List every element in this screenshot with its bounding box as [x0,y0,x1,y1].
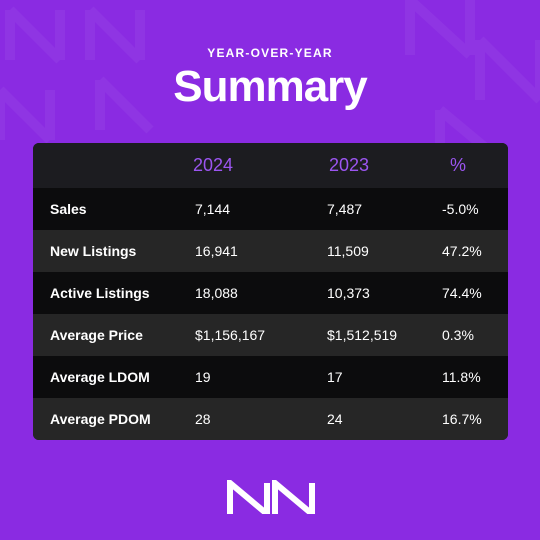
table-row-average-ldom: Average LDOM 19 17 11.8% [33,356,508,398]
row-label: Active Listings [50,285,150,301]
eyebrow-text: YEAR-OVER-YEAR [207,46,333,60]
table-header-row: 2024 2023 % [33,143,508,188]
cell-2023: 17 [327,369,343,385]
brand-logo-icon [227,480,315,514]
row-label: New Listings [50,243,137,259]
cell-2023: 11,509 [327,243,369,259]
row-label: Sales [50,201,87,217]
table-row-new-listings: New Listings 16,941 11,509 47.2% [33,230,508,272]
page-title: Summary [173,62,368,111]
cell-2024: $1,156,167 [195,327,266,343]
table-row-average-pdom: Average PDOM 28 24 16.7% [33,398,508,440]
row-label: Average LDOM [50,369,150,385]
cell-percent: 16.7% [442,411,482,427]
row-label: Average Price [50,327,143,343]
cell-percent: -5.0% [442,201,479,217]
cell-2024: 28 [195,411,211,427]
cell-2023: 24 [327,411,343,427]
table-row-average-price: Average Price $1,156,167 $1,512,519 0.3% [33,314,508,356]
header: YEAR-OVER-YEAR Summary [0,46,540,112]
cell-2024: 19 [195,369,211,385]
cell-percent: 11.8% [442,369,481,385]
cell-percent: 47.2% [442,243,482,259]
table-row-active-listings: Active Listings 18,088 10,373 74.4% [33,272,508,314]
cell-percent: 0.3% [442,327,474,343]
cell-2023: 10,373 [327,285,370,301]
column-header-2023: 2023 [329,155,370,175]
summary-table: 2024 2023 % Sales 7,144 7,487 -5.0% New … [33,143,508,440]
cell-2024: 18,088 [195,285,238,301]
cell-2024: 16,941 [195,243,238,259]
cell-2023: $1,512,519 [327,327,398,343]
table-row-sales: Sales 7,144 7,487 -5.0% [33,188,508,230]
column-header-percent: % [450,155,467,175]
column-header-2024: 2024 [193,155,234,175]
cell-2024: 7,144 [195,201,231,217]
cell-percent: 74.4% [442,285,482,301]
cell-2023: 7,487 [327,201,363,217]
row-label: Average PDOM [50,411,151,427]
